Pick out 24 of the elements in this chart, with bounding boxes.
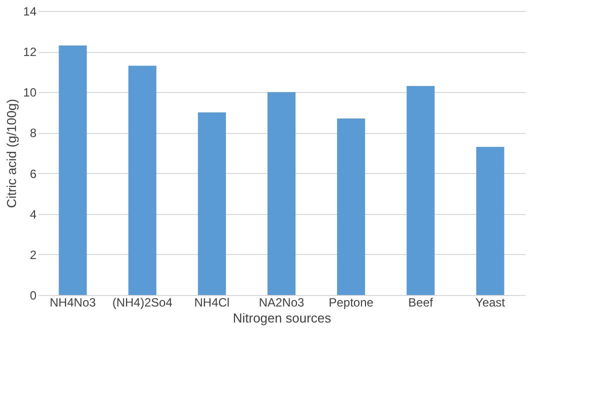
x-tick-label: NH4Cl bbox=[194, 296, 230, 310]
y-tick-label: 0 bbox=[30, 288, 37, 302]
y-tick-label: 8 bbox=[30, 126, 37, 140]
bar bbox=[337, 118, 366, 295]
bar bbox=[198, 112, 226, 295]
y-tick-label: 6 bbox=[30, 166, 37, 181]
y-tick-label: 14 bbox=[23, 4, 37, 18]
y-tick-label: 4 bbox=[30, 207, 37, 222]
x-tick-label: (NH4)2So4 bbox=[112, 296, 173, 310]
bar bbox=[128, 66, 156, 295]
y-axis-title: Citric acid (g/100g) bbox=[4, 98, 20, 208]
x-axis-title: Nitrogen sources bbox=[232, 310, 332, 326]
bar bbox=[406, 86, 435, 295]
x-tick-label: NH4No3 bbox=[50, 296, 96, 310]
x-tick-label: NA2No3 bbox=[258, 296, 305, 310]
x-tick-label: Yeast bbox=[475, 296, 506, 310]
bar bbox=[268, 92, 296, 295]
bar bbox=[58, 45, 87, 295]
y-tick-label: 10 bbox=[23, 86, 37, 100]
y-tick-label: 12 bbox=[23, 45, 37, 60]
bar bbox=[476, 146, 504, 295]
x-tick-label: Peptone bbox=[328, 296, 374, 310]
y-tick-label: 2 bbox=[30, 248, 37, 262]
x-tick-label: Beef bbox=[408, 296, 434, 310]
